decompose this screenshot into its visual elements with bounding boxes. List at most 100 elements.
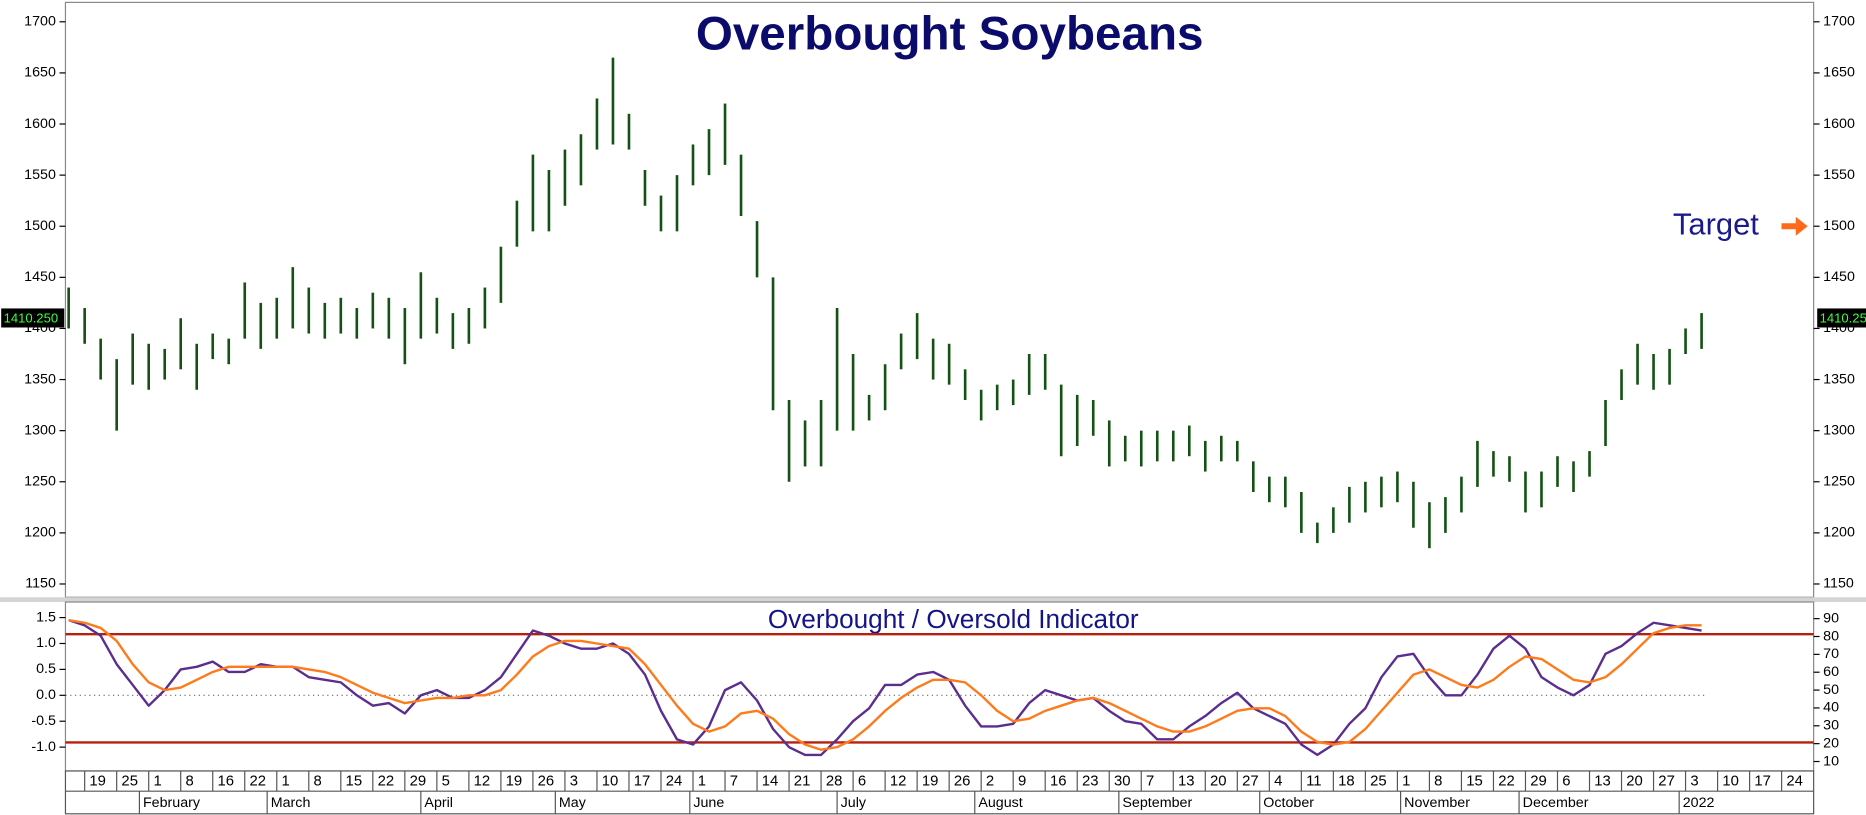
y-tick-label: 1600 bbox=[24, 116, 56, 132]
indicator-title: Overbought / Oversold Indicator bbox=[768, 604, 1139, 634]
y-tick-label: 1.5 bbox=[36, 609, 56, 625]
x-tick-label: 12 bbox=[890, 774, 907, 790]
month-label: October bbox=[1263, 795, 1314, 811]
chart-title: Overbought Soybeans bbox=[696, 7, 1204, 60]
x-tick-label: 13 bbox=[1178, 774, 1195, 790]
y2-tick-label: 40 bbox=[1823, 700, 1839, 716]
x-tick-label: 1 bbox=[698, 774, 706, 790]
x-tick-label: 7 bbox=[730, 774, 738, 790]
x-tick-label: 20 bbox=[1210, 774, 1227, 790]
y2-tick-label: 10 bbox=[1823, 753, 1839, 769]
x-tick-label: 16 bbox=[1050, 774, 1067, 790]
x-tick-label: 13 bbox=[1594, 774, 1611, 790]
month-label: March bbox=[271, 795, 311, 811]
x-axis-frame bbox=[64, 770, 1815, 815]
x-tick-label: 24 bbox=[666, 774, 683, 790]
x-tick-label: 6 bbox=[1562, 774, 1570, 790]
y-tick-label: 1500 bbox=[24, 218, 56, 234]
y2-tick-label: 70 bbox=[1823, 646, 1839, 662]
x-tick-label: 29 bbox=[410, 774, 427, 790]
x-tick-label: 8 bbox=[185, 774, 193, 790]
last-price-label: 1410.250 bbox=[1820, 311, 1866, 326]
month-label: July bbox=[841, 795, 867, 811]
x-tick-label: 19 bbox=[89, 774, 106, 790]
x-tick-label: 19 bbox=[922, 774, 939, 790]
indicator-line bbox=[68, 619, 1702, 757]
x-tick-label: 28 bbox=[826, 774, 843, 790]
x-tick-label: 19 bbox=[506, 774, 523, 790]
month-label: November bbox=[1404, 795, 1470, 811]
y-tick-label: 1550 bbox=[24, 167, 56, 183]
y-tick-label: 1150 bbox=[25, 576, 56, 592]
y-tick-label-right: 1200 bbox=[1823, 525, 1855, 541]
y-tick-label: -0.5 bbox=[31, 713, 56, 729]
x-tick-label: 23 bbox=[1082, 774, 1099, 790]
x-tick-label: 24 bbox=[1786, 774, 1803, 790]
x-tick-label: 17 bbox=[1754, 774, 1771, 790]
y2-tick-label: 20 bbox=[1823, 735, 1839, 751]
x-tick-label: 11 bbox=[1306, 774, 1321, 790]
x-tick-label: 22 bbox=[250, 774, 267, 790]
x-tick-label: 5 bbox=[442, 774, 450, 790]
annotation-text: Target bbox=[1673, 206, 1759, 241]
month-label: 2022 bbox=[1683, 795, 1715, 811]
x-tick-label: 1 bbox=[282, 774, 290, 790]
y2-tick-label: 50 bbox=[1823, 682, 1839, 698]
indicator-line bbox=[68, 618, 1702, 751]
x-tick-label: 18 bbox=[1338, 774, 1355, 790]
y-tick-label: 0.0 bbox=[36, 687, 56, 703]
y2-tick-label: 90 bbox=[1823, 610, 1839, 626]
x-tick-label: 25 bbox=[121, 774, 138, 790]
y-tick-label: 1300 bbox=[24, 422, 56, 438]
y-tick-label-right: 1250 bbox=[1823, 474, 1855, 490]
x-tick-label: 21 bbox=[794, 774, 811, 790]
last-price-box-left bbox=[1, 308, 65, 328]
x-tick-label: 7 bbox=[1146, 774, 1154, 790]
x-tick-label: 20 bbox=[1626, 774, 1643, 790]
x-tick-label: 8 bbox=[1434, 774, 1442, 790]
x-tick-label: 12 bbox=[474, 774, 491, 790]
y-tick-label-right: 1600 bbox=[1823, 116, 1855, 132]
x-tick-label: 4 bbox=[1274, 774, 1282, 790]
x-tick-label: 27 bbox=[1658, 774, 1675, 790]
x-tick-label: 15 bbox=[346, 774, 363, 790]
x-tick-label: 9 bbox=[1018, 774, 1026, 790]
month-label: September bbox=[1122, 795, 1192, 811]
panel-divider bbox=[0, 597, 1866, 603]
x-tick-label: 1 bbox=[1402, 774, 1410, 790]
month-label: February bbox=[143, 795, 201, 811]
y-tick-label-right: 1300 bbox=[1823, 422, 1855, 438]
y-tick-label: 0.5 bbox=[36, 661, 56, 677]
y-tick-label: 1.0 bbox=[36, 635, 56, 651]
x-tick-label: 1 bbox=[153, 774, 161, 790]
x-tick-label: 3 bbox=[1690, 774, 1698, 790]
month-label: May bbox=[559, 795, 587, 811]
x-tick-label: 6 bbox=[858, 774, 866, 790]
y-tick-label: 1250 bbox=[24, 474, 56, 490]
x-tick-label: 29 bbox=[1530, 774, 1547, 790]
x-tick-label: 26 bbox=[538, 774, 555, 790]
x-tick-label: 10 bbox=[1722, 774, 1739, 790]
last-price-box-right bbox=[1817, 308, 1866, 328]
x-tick-label: 17 bbox=[634, 774, 651, 790]
y2-tick-label: 30 bbox=[1823, 718, 1839, 734]
x-tick-label: 27 bbox=[1242, 774, 1259, 790]
y-tick-label: -1.0 bbox=[31, 739, 56, 755]
y-tick-label-right: 1450 bbox=[1823, 269, 1855, 285]
y-tick-label-right: 1500 bbox=[1823, 218, 1855, 234]
x-tick-label: 25 bbox=[1370, 774, 1387, 790]
x-tick-label: 22 bbox=[378, 774, 395, 790]
y-tick-label-right: 1350 bbox=[1823, 371, 1855, 387]
y2-tick-label: 60 bbox=[1823, 664, 1839, 680]
y-tick-label: 1650 bbox=[24, 65, 56, 81]
x-tick-label: 8 bbox=[314, 774, 322, 790]
y-tick-label-right: 1700 bbox=[1823, 14, 1855, 30]
y-tick-label: 1200 bbox=[24, 525, 56, 541]
x-tick-label: 15 bbox=[1466, 774, 1483, 790]
month-label: April bbox=[424, 795, 453, 811]
annotation-arrow bbox=[1781, 216, 1808, 236]
x-tick-label: 26 bbox=[954, 774, 971, 790]
y-tick-label-right: 1150 bbox=[1823, 576, 1854, 592]
